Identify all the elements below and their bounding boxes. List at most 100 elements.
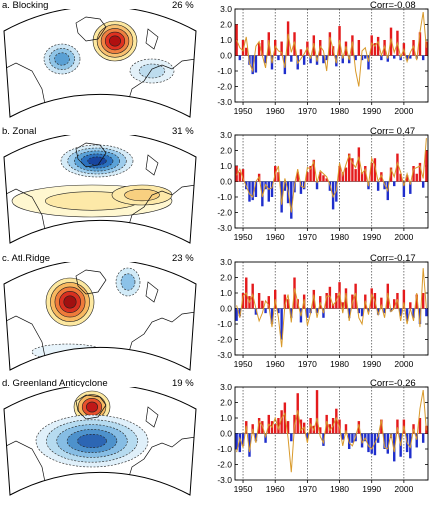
bar-negative (277, 55, 280, 61)
index-line (236, 12, 427, 87)
bar-positive (344, 167, 348, 182)
bar-negative (280, 308, 283, 340)
bar-negative (290, 433, 293, 442)
bar-negative (277, 308, 280, 314)
bar-positive (354, 169, 357, 182)
bar-positive (341, 302, 344, 309)
x-tick-label: 1960 (266, 484, 285, 494)
coastline (121, 184, 196, 243)
coastline (145, 281, 159, 303)
bar-positive (261, 40, 264, 56)
coastline (145, 28, 159, 50)
panel-zonal: b. Zonal 31 % Corr= 0.47 3.0 2.0 1.0 0.0 -1.0 -2… (0, 126, 435, 251)
bar-positive (319, 427, 322, 434)
bar-positive (299, 49, 303, 56)
bar-negative (393, 433, 396, 462)
bar-positive (373, 158, 377, 182)
bar-negative (254, 308, 258, 315)
bar-negative (290, 308, 293, 318)
x-tick-label: 2000 (394, 106, 413, 116)
bar-positive (325, 293, 328, 309)
map-svg (3, 259, 197, 371)
bar-negative (373, 433, 377, 456)
bar-negative (238, 55, 242, 61)
bar-positive (319, 172, 322, 182)
bar-negative (254, 181, 258, 197)
bar-negative (393, 181, 396, 187)
contour-warm (124, 188, 160, 202)
bar-negative (360, 308, 364, 317)
bar-positive (296, 172, 299, 182)
map-boundary (3, 384, 197, 496)
bar-negative (351, 433, 354, 443)
contour-cold (54, 52, 70, 66)
bar-negative (290, 55, 293, 62)
y-tick-label: -1.0 (217, 192, 232, 202)
bar-negative (341, 55, 344, 64)
coastline (75, 16, 107, 42)
y-tick-label: 3.0 (220, 6, 232, 14)
correlation-label: Corr=-0.17 (370, 253, 416, 264)
bar-negative (290, 181, 293, 219)
bar-positive (299, 419, 303, 434)
bar-negative (357, 308, 361, 314)
x-tick-label: 1970 (298, 232, 317, 242)
bar-negative (241, 433, 245, 446)
y-tick-label: 0.0 (220, 304, 232, 314)
bar-positive (370, 162, 373, 182)
bar-positive (380, 172, 383, 182)
x-tick-label: 1960 (266, 106, 285, 116)
bar-positive (425, 150, 428, 182)
y-tick-label: -1.0 (217, 319, 232, 329)
variance-percent: 31 % (172, 126, 194, 137)
bar-positive (312, 159, 316, 182)
bar-negative (238, 433, 242, 453)
bar-negative (405, 308, 409, 321)
x-tick-label: 1990 (362, 359, 381, 369)
bar-positive (344, 424, 348, 434)
coastline (121, 311, 196, 370)
x-tick-label: 2000 (394, 484, 413, 494)
bar-positive (380, 297, 383, 309)
bar-negative (341, 433, 344, 440)
index-line (236, 268, 427, 348)
bar-positive (373, 43, 377, 56)
y-tick-label: 3.0 (220, 259, 232, 267)
bar-negative (299, 181, 303, 194)
bar-negative (270, 181, 274, 197)
bar-positive (277, 418, 280, 434)
y-tick-label: -2.0 (217, 335, 232, 345)
time-series-chart: 3.0 2.0 1.0 0.0 -1.0 -2.0 -3.0 1950 1960 1970 1980… (196, 130, 435, 251)
contour-warm (86, 401, 99, 413)
plot-frame (234, 261, 429, 356)
panel-title: b. Zonal (2, 126, 37, 137)
bar-positive (357, 40, 361, 56)
bar-negative (415, 433, 418, 448)
regime-map (2, 6, 198, 121)
y-tick-label: 2.0 (220, 398, 232, 408)
bar-negative (409, 181, 412, 194)
x-tick-label: 1950 (234, 484, 253, 494)
contour-cold (120, 273, 136, 291)
y-tick-label: -3.0 (217, 97, 232, 107)
bar-negative (399, 308, 402, 317)
bar-positive (241, 169, 245, 182)
time-series-chart: 3.0 2.0 1.0 0.0 -1.0 -2.0 -3.0 1950 1960 1970 1980… (196, 257, 435, 378)
bar-positive (415, 294, 418, 309)
y-tick-label: -2.0 (217, 208, 232, 218)
bar-positive (344, 41, 348, 56)
bar-positive (241, 293, 245, 309)
x-tick-label: 1950 (234, 106, 253, 116)
variance-percent: 26 % (172, 0, 194, 11)
correlation-label: Corr=-0.08 (370, 0, 416, 11)
panel-title: a. Blocking (2, 0, 49, 11)
bar-positive (325, 178, 328, 182)
bar-positive (418, 162, 422, 182)
bar-positive (347, 153, 351, 182)
bar-negative (376, 308, 380, 315)
bar-negative (306, 308, 309, 318)
bar-negative (325, 55, 328, 61)
